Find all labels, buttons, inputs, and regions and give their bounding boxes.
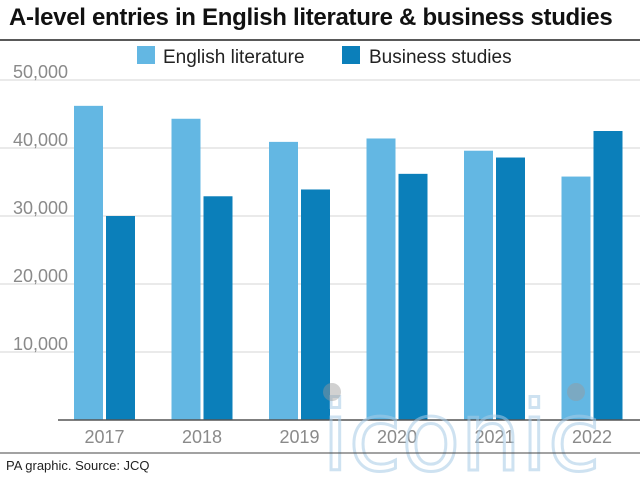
watermark-dot-icon [323,383,341,401]
y-tick-label: 10,000 [13,334,68,354]
x-tick-label: 2018 [182,427,222,447]
legend-label-business-studies: Business studies [369,47,512,68]
watermark-text: iconic [322,381,600,481]
x-tick-label: 2022 [572,427,612,447]
y-tick-label: 30,000 [13,198,68,218]
x-axis-tick-labels: 2017 2018 2019 2020 2021 2022 [84,427,612,447]
bar-english-literature-2019 [269,141,298,420]
bar-english-literature-2021 [464,150,493,420]
watermark: iconic [321,380,602,481]
y-tick-label: 50,000 [13,62,68,82]
bar-english-literature-2017 [74,105,103,420]
legend: English literature Business studies [137,46,512,68]
x-tick-label: 2019 [279,427,319,447]
y-axis-tick-labels: 10,000 20,000 30,000 40,000 50,000 [13,62,68,354]
y-tick-label: 20,000 [13,266,68,286]
x-tick-label: 2021 [474,427,514,447]
bar-business-studies-2019 [301,189,330,420]
bar-business-studies-2022 [593,131,623,420]
watermark-dot-icon [567,383,585,401]
legend-swatch-business-studies [342,46,360,64]
bar-business-studies-2021 [496,157,525,420]
bar-english-literature-2018 [171,118,201,420]
y-tick-label: 40,000 [13,130,68,150]
bars [74,105,623,421]
chart-title: A-level entries in English literature & … [9,4,612,31]
source-note: PA graphic. Source: JCQ [6,458,150,473]
bar-business-studies-2018 [203,196,233,420]
bar-business-studies-2017 [106,216,135,420]
legend-swatch-english-literature [137,46,155,64]
bar-business-studies-2020 [398,173,428,420]
bar-english-literature-2022 [561,176,591,420]
x-tick-label: 2020 [377,427,417,447]
x-tick-label: 2017 [84,427,124,447]
bar-english-literature-2020 [366,138,396,421]
legend-label-english-literature: English literature [163,47,305,68]
